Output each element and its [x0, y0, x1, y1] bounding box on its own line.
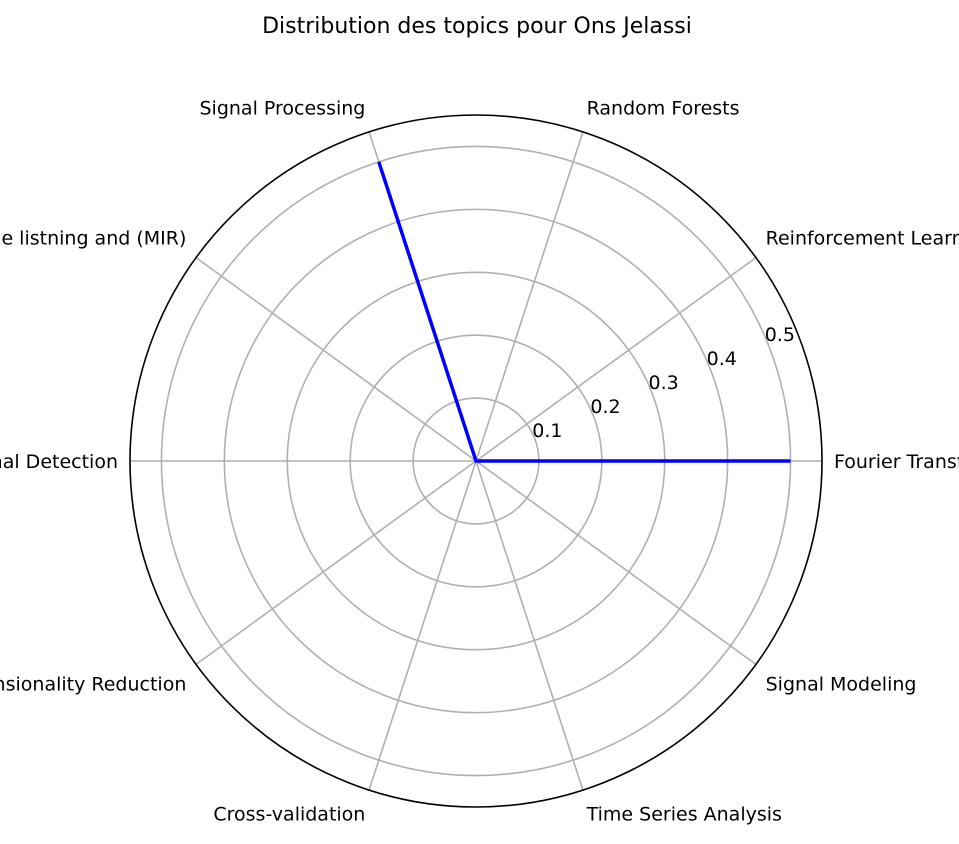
radial-tick-label-4: 0.4: [707, 348, 737, 370]
radial-tick-label-1: 0.1: [532, 420, 562, 442]
category-label-3: Random Forests: [587, 98, 740, 120]
category-label-6: Signal Detection: [0, 451, 118, 473]
category-label-5: Machine listning and (MIR): [0, 228, 186, 250]
spoke-3: [475, 131, 584, 462]
tick-layer: 0.1 0.2 0.3 0.4 0.5: [532, 324, 795, 442]
outer-frame: [129, 114, 823, 808]
category-label-4: Signal Processing: [199, 98, 365, 120]
category-label-7: Dimensionality Reduction: [0, 673, 186, 695]
category-label-10: Signal Modeling: [766, 673, 917, 695]
spoke-9: [475, 460, 584, 791]
spoke-5: [195, 256, 477, 462]
spoke-2: [475, 256, 757, 462]
category-label-2: Reinforcement Learning: [766, 228, 959, 250]
spoke-8: [368, 460, 477, 791]
label-layer: Fourier Transform Reinforcement Learning R…: [0, 98, 959, 826]
spoke-7: [195, 460, 477, 666]
series-line-1: [377, 161, 791, 463]
chart-title: Distribution des topics pour Ons Jelassi: [262, 14, 692, 39]
radial-tick-label-3: 0.3: [648, 372, 678, 394]
category-label-9: Time Series Analysis: [586, 803, 782, 825]
spoke-10: [475, 460, 757, 666]
category-label-8: Cross-validation: [213, 803, 365, 825]
series-layer: [377, 161, 791, 463]
radial-tick-label-5: 0.5: [765, 324, 795, 346]
category-label-1: Fourier Transform: [834, 451, 959, 473]
radial-tick-label-2: 0.2: [590, 396, 620, 418]
